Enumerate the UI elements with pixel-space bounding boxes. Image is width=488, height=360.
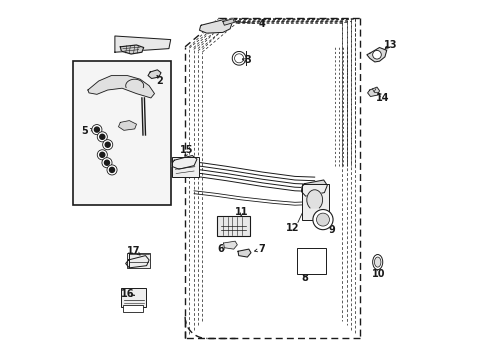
Bar <box>73 61 170 205</box>
Polygon shape <box>120 45 143 54</box>
Text: 10: 10 <box>371 269 385 279</box>
Bar <box>121 288 145 307</box>
Circle shape <box>312 210 332 230</box>
Polygon shape <box>148 70 161 78</box>
Polygon shape <box>125 256 149 268</box>
Text: 11: 11 <box>234 207 248 217</box>
Polygon shape <box>115 36 170 52</box>
Text: 8: 8 <box>301 273 308 283</box>
Ellipse shape <box>374 257 380 267</box>
Polygon shape <box>171 156 197 169</box>
Text: 7: 7 <box>258 244 264 254</box>
Polygon shape <box>306 190 322 208</box>
Text: 14: 14 <box>376 93 389 103</box>
Bar <box>171 157 199 177</box>
Bar <box>127 253 149 268</box>
Text: 9: 9 <box>327 225 334 235</box>
Circle shape <box>92 125 102 135</box>
Bar <box>302 184 328 220</box>
Text: 13: 13 <box>383 40 396 50</box>
Circle shape <box>316 213 329 226</box>
Text: 15: 15 <box>180 145 193 156</box>
Text: 17: 17 <box>126 246 140 256</box>
Circle shape <box>94 127 99 132</box>
Text: 12: 12 <box>286 222 299 233</box>
Polygon shape <box>223 19 234 25</box>
Text: 4: 4 <box>258 19 264 30</box>
Polygon shape <box>88 76 154 98</box>
Text: 3: 3 <box>244 55 250 66</box>
Bar <box>217 216 249 236</box>
Text: 16: 16 <box>121 289 134 300</box>
Circle shape <box>102 140 113 150</box>
Circle shape <box>372 50 381 59</box>
Circle shape <box>107 165 117 175</box>
Polygon shape <box>301 180 326 196</box>
Circle shape <box>104 160 109 165</box>
Circle shape <box>97 132 107 142</box>
Polygon shape <box>199 20 231 33</box>
Polygon shape <box>367 87 379 96</box>
Text: 2: 2 <box>156 76 163 86</box>
Circle shape <box>97 150 107 160</box>
Text: 6: 6 <box>217 244 224 254</box>
Text: 1: 1 <box>129 45 136 55</box>
Bar <box>122 305 142 312</box>
Bar <box>296 248 325 274</box>
Circle shape <box>100 152 104 157</box>
Polygon shape <box>366 48 386 62</box>
Circle shape <box>109 167 114 172</box>
Circle shape <box>105 142 110 147</box>
Polygon shape <box>223 241 237 249</box>
Polygon shape <box>118 121 136 130</box>
Ellipse shape <box>372 255 382 270</box>
Text: 5: 5 <box>81 126 87 136</box>
Circle shape <box>100 134 104 139</box>
Circle shape <box>102 158 112 168</box>
Polygon shape <box>238 249 250 257</box>
